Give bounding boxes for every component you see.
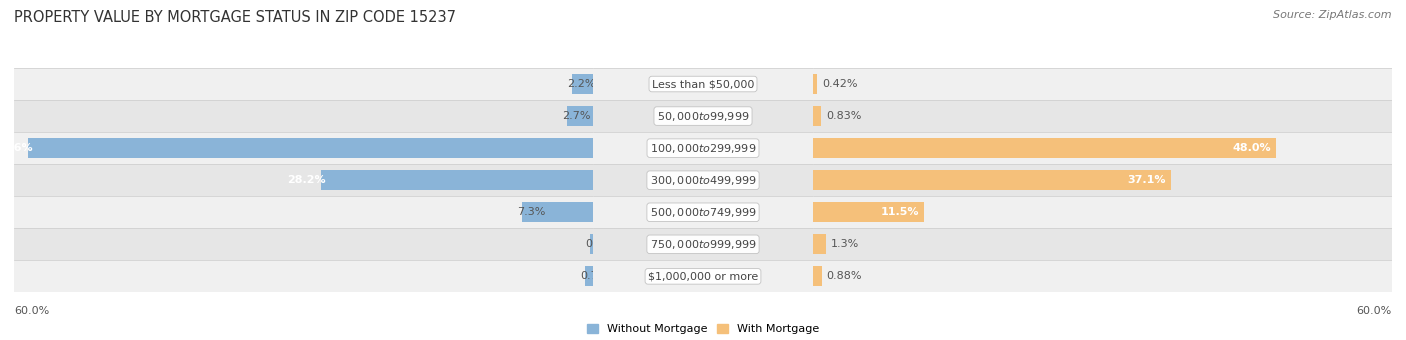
Bar [523,202,593,222]
Text: 2.7%: 2.7% [562,111,591,121]
Bar [321,170,593,190]
Bar [0,228,1406,260]
Bar [813,106,821,126]
Text: $100,000 to $299,999: $100,000 to $299,999 [650,142,756,155]
Bar [0,228,1406,260]
Bar [813,267,821,286]
Text: 0.88%: 0.88% [827,271,862,282]
Text: 7.3%: 7.3% [517,207,546,217]
Bar [813,138,1277,158]
Bar [28,138,593,158]
Text: 37.1%: 37.1% [1128,175,1166,185]
Text: $500,000 to $749,999: $500,000 to $749,999 [650,206,756,219]
Text: 48.0%: 48.0% [1233,143,1271,153]
Bar [0,196,1406,228]
Text: $50,000 to $99,999: $50,000 to $99,999 [657,109,749,123]
Text: Less than $50,000: Less than $50,000 [652,79,754,89]
Bar [0,228,1406,260]
Text: 0.42%: 0.42% [823,79,858,89]
Bar [585,267,593,286]
Bar [0,68,1406,100]
Bar [0,260,1406,292]
Bar [0,260,1406,292]
Bar [0,100,1406,132]
Bar [567,106,593,126]
Bar [0,164,1406,196]
Text: 11.5%: 11.5% [880,207,920,217]
Bar [0,164,1406,196]
Bar [0,100,1406,132]
Text: 0.83%: 0.83% [827,111,862,121]
Bar [572,74,593,94]
Bar [0,164,1406,196]
Bar [591,234,593,254]
Text: 58.6%: 58.6% [0,143,32,153]
Text: 2.2%: 2.2% [567,79,595,89]
Bar [0,132,1406,164]
Bar [0,132,1406,164]
Text: 0.27%: 0.27% [585,239,621,249]
Bar [0,196,1406,228]
Bar [0,100,1406,132]
Text: 28.2%: 28.2% [287,175,326,185]
Legend: Without Mortgage, With Mortgage: Without Mortgage, With Mortgage [588,324,818,335]
Bar [0,260,1406,292]
Bar [813,202,924,222]
Text: Source: ZipAtlas.com: Source: ZipAtlas.com [1274,10,1392,20]
Text: PROPERTY VALUE BY MORTGAGE STATUS IN ZIP CODE 15237: PROPERTY VALUE BY MORTGAGE STATUS IN ZIP… [14,10,456,25]
Text: 60.0%: 60.0% [1357,306,1392,316]
Bar [0,68,1406,100]
Bar [813,170,1171,190]
Text: 0.76%: 0.76% [581,271,616,282]
Text: $750,000 to $999,999: $750,000 to $999,999 [650,238,756,251]
Bar [0,68,1406,100]
Bar [813,74,817,94]
Bar [813,234,825,254]
Text: 1.3%: 1.3% [831,239,859,249]
Text: 60.0%: 60.0% [14,306,49,316]
Text: $1,000,000 or more: $1,000,000 or more [648,271,758,282]
Bar [0,196,1406,228]
Bar [0,132,1406,164]
Text: $300,000 to $499,999: $300,000 to $499,999 [650,174,756,187]
